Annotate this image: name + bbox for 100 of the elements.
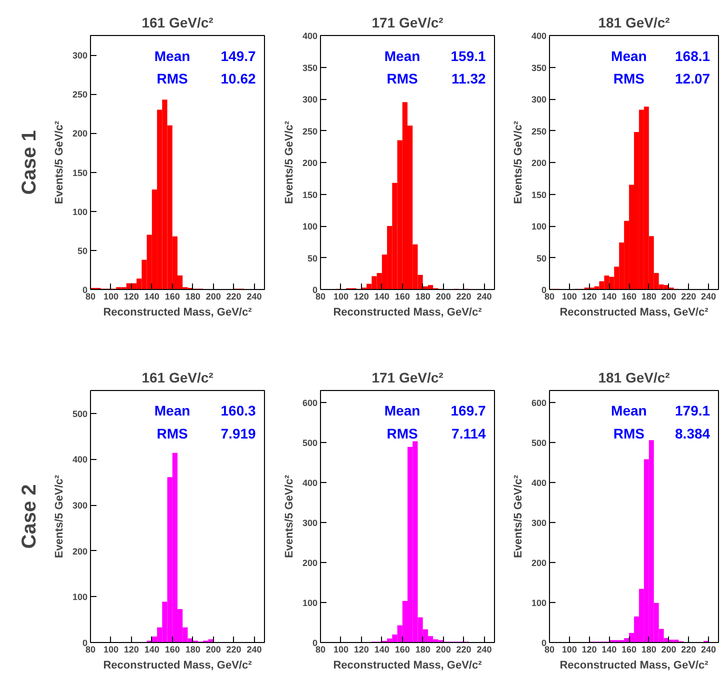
y-tick-label: 150 (302, 190, 318, 200)
y-tick-label: 300 (72, 50, 88, 61)
y-tick-label: 100 (72, 592, 88, 602)
x-axis-title: Reconstructed Mass, GeV/c² (333, 660, 482, 672)
y-tick-label: 250 (72, 90, 88, 100)
y-tick-label: 300 (302, 94, 318, 104)
chart-title: 171 GeV/c² (372, 14, 444, 30)
x-tick-label: 240 (476, 292, 492, 302)
annotation: Mean (611, 48, 647, 64)
x-tick-label: 120 (124, 644, 139, 654)
annotation: 160.3 (220, 402, 256, 419)
x-tick-label: 140 (602, 292, 617, 302)
x-tick-label: 220 (681, 292, 696, 302)
annotation: RMS (386, 70, 418, 87)
annotation: RMS (156, 425, 188, 442)
x-tick-label: 80 (85, 644, 96, 654)
x-tick-label: 220 (681, 644, 696, 654)
x-tick-label: 140 (144, 644, 160, 654)
annotation: 8.384 (675, 425, 710, 442)
annotation: RMS (613, 70, 644, 87)
x-tick-label: 180 (641, 292, 656, 302)
x-axis-title: Reconstructed Mass, GeV/c² (333, 306, 482, 318)
annotation: Mean (154, 48, 190, 64)
y-tick-label: 350 (531, 62, 547, 73)
y-axis-title: Events/5 GeV/c² (512, 120, 524, 204)
y-tick-label: 400 (72, 454, 88, 465)
x-tick-label: 220 (226, 292, 242, 302)
x-tick-label: 200 (206, 644, 221, 654)
y-tick-label: 150 (531, 190, 547, 200)
y-tick-label: 100 (531, 598, 547, 608)
x-tick-label: 120 (354, 292, 369, 302)
x-tick-label: 180 (185, 644, 200, 654)
x-axis-title: Reconstructed Mass, GeV/c² (103, 306, 252, 318)
y-tick-label: 400 (302, 478, 318, 488)
annotation: 10.62 (220, 70, 256, 87)
x-tick-label: 240 (476, 644, 492, 654)
x-tick-label: 100 (333, 644, 348, 654)
x-tick-label: 80 (315, 292, 326, 302)
y-tick-label: 500 (72, 408, 88, 419)
annotation: 179.1 (675, 402, 710, 419)
x-tick-label: 240 (701, 292, 716, 302)
x-tick-label: 80 (544, 292, 555, 302)
chart-title: 161 GeV/c² (142, 370, 214, 386)
y-tick-label: 300 (531, 518, 547, 528)
x-axis-title: Reconstructed Mass, GeV/c² (103, 660, 252, 672)
annotation: Mean (384, 48, 420, 64)
x-tick-label: 160 (164, 644, 180, 654)
annotation: RMS (156, 70, 188, 87)
y-axis-title: Events/5 GeV/c² (512, 474, 524, 558)
x-tick-label: 240 (246, 644, 262, 654)
y-tick-label: 600 (302, 398, 318, 408)
x-tick-label: 140 (144, 292, 160, 302)
annotation: 169.7 (450, 402, 486, 419)
annotation: RMS (386, 425, 418, 442)
y-tick-label: 50 (536, 253, 547, 264)
y-axis-title: Events/5 GeV/c² (283, 474, 296, 558)
x-tick-label: 100 (333, 292, 348, 302)
x-tick-label: 160 (394, 644, 410, 654)
x-tick-label: 200 (661, 644, 676, 654)
x-tick-label: 160 (164, 292, 180, 302)
y-tick-label: 200 (72, 546, 88, 556)
y-tick-label: 500 (302, 438, 318, 448)
y-tick-label: 50 (77, 246, 88, 256)
y-tick-label: 100 (531, 222, 547, 232)
y-tick-label: 100 (302, 222, 318, 232)
text: Case 2 (18, 484, 40, 549)
y-tick-label: 400 (531, 478, 547, 488)
y-tick-label: 250 (302, 126, 318, 136)
x-tick-label: 100 (562, 644, 577, 654)
x-tick-label: 180 (415, 292, 430, 302)
annotation: Mean (611, 402, 647, 419)
x-tick-label: 140 (374, 292, 390, 302)
x-tick-label: 180 (415, 644, 430, 654)
y-tick-label: 500 (531, 438, 547, 448)
x-tick-label: 140 (374, 644, 390, 654)
x-tick-label: 200 (206, 292, 221, 302)
annotation: 7.919 (220, 425, 256, 442)
x-tick-label: 120 (582, 644, 597, 654)
annotation: 7.114 (452, 425, 486, 442)
y-tick-label: 200 (302, 558, 318, 568)
y-tick-label: 200 (531, 558, 547, 568)
x-tick-label: 120 (124, 292, 139, 302)
x-tick-label: 220 (226, 644, 242, 654)
x-tick-label: 220 (456, 292, 472, 302)
x-tick-label: 160 (622, 644, 637, 654)
x-axis-title: Reconstructed Mass, GeV/c² (560, 306, 709, 318)
y-axis-title: Events/5 GeV/c² (283, 120, 296, 204)
x-tick-label: 180 (185, 292, 200, 302)
y-tick-label: 200 (531, 158, 547, 168)
x-tick-label: 240 (246, 292, 262, 302)
x-tick-label: 120 (582, 292, 597, 302)
x-tick-label: 200 (661, 292, 676, 302)
annotation: 149.7 (220, 48, 256, 64)
y-tick-label: 100 (72, 206, 88, 217)
y-tick-label: 200 (72, 128, 88, 139)
x-tick-label: 100 (103, 292, 118, 302)
y-tick-label: 400 (531, 31, 547, 41)
x-tick-label: 140 (602, 644, 617, 654)
y-tick-label: 150 (72, 168, 88, 178)
chart-title: 161 GeV/c² (142, 14, 214, 30)
